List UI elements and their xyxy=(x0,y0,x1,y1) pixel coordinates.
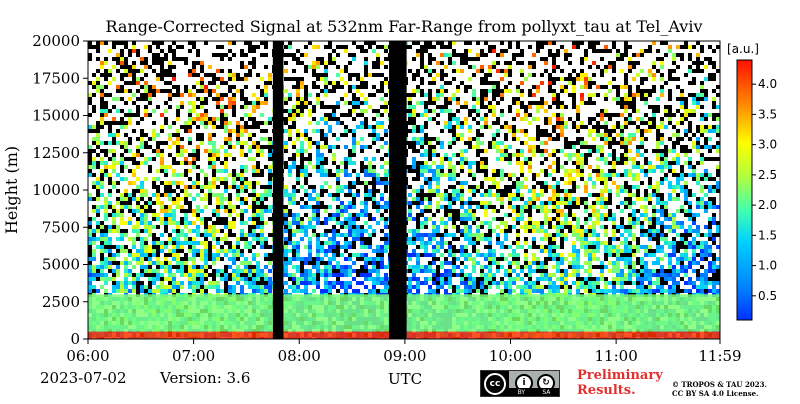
y-tick-label: 2500 xyxy=(42,293,80,311)
y-tick-label: 15000 xyxy=(32,107,80,125)
chart-title: Range-Corrected Signal at 532nm Far-Rang… xyxy=(106,17,703,36)
y-tick-label: 17500 xyxy=(32,69,80,87)
footer-date: 2023-07-02 xyxy=(40,369,126,387)
x-tick-label: 11:00 xyxy=(595,347,638,365)
y-axis: 0 2500 5000 7500 10000 12500 15000 17500 20000 xyxy=(32,32,88,348)
x-axis: 06:00 07:00 08:00 09:00 10:00 11:00 11:59 xyxy=(66,339,741,365)
x-tick-label: 10:00 xyxy=(489,347,532,365)
colorbar-label: [a.u.] xyxy=(727,42,759,56)
x-tick-label: 06:00 xyxy=(66,347,109,365)
colorbar-tick-label: 2.0 xyxy=(758,198,777,212)
y-tick-label: 20000 xyxy=(32,32,80,50)
y-tick-label: 5000 xyxy=(42,256,80,274)
y-tick-label: 10000 xyxy=(32,181,80,199)
x-tick-label: 08:00 xyxy=(278,347,321,365)
x-tick-label: 11:59 xyxy=(698,347,741,365)
y-tick-label: 7500 xyxy=(42,218,80,236)
copyright-notice: © TROPOS & TAU 2023. CC BY SA 4.0 Licens… xyxy=(672,380,797,398)
y-axis-label: Height (m) xyxy=(2,146,21,234)
colorbar-tick-label: 4.0 xyxy=(758,77,777,91)
colorbar-tick-label: 0.5 xyxy=(758,289,777,303)
data-gap-2 xyxy=(389,41,407,339)
x-axis-label: UTC xyxy=(388,370,422,388)
y-tick-label: 0 xyxy=(70,330,80,348)
data-gap-1 xyxy=(273,41,284,339)
cc-logo-icon: cc xyxy=(481,371,509,396)
colorbar xyxy=(737,60,752,320)
colorbar-tick-label: 3.5 xyxy=(758,107,777,121)
x-tick-label: 07:00 xyxy=(172,347,215,365)
preliminary-notice: Preliminary Results. xyxy=(577,368,672,398)
colorbar-tick-label: 2.5 xyxy=(758,168,777,182)
footer-version: Version: 3.6 xyxy=(160,369,250,387)
x-tick-label: 09:00 xyxy=(383,347,426,365)
colorbar-ticks: 0.5 1.0 1.5 2.0 2.5 3.0 3.5 4.0 xyxy=(752,77,777,303)
colorbar-tick-label: 3.0 xyxy=(758,138,777,152)
colorbar-tick-label: 1.0 xyxy=(758,259,777,273)
plot-area xyxy=(88,41,720,341)
colorbar-tick-label: 1.5 xyxy=(758,228,777,242)
y-tick-label: 12500 xyxy=(32,144,80,162)
